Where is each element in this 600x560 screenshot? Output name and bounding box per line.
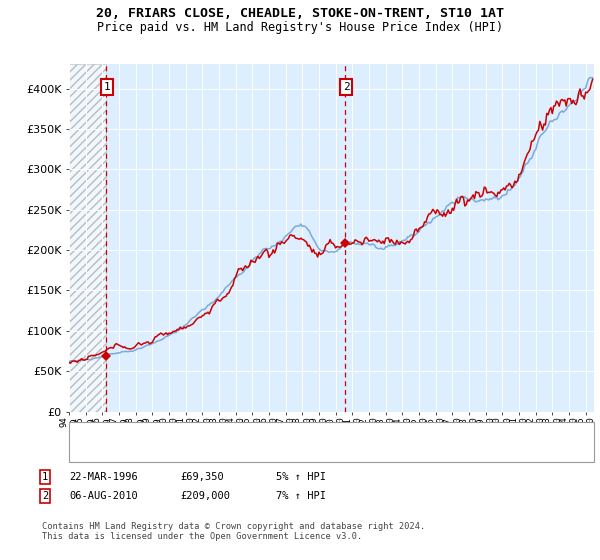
Text: 2: 2 [343, 82, 350, 92]
Text: HPI: Average price, detached house, Staffordshire Moorlands: HPI: Average price, detached house, Staf… [114, 446, 461, 456]
Text: 20, FRIARS CLOSE, CHEADLE, STOKE-ON-TRENT, ST10 1AT (detached house): 20, FRIARS CLOSE, CHEADLE, STOKE-ON-TREN… [114, 430, 514, 440]
Text: 1: 1 [42, 472, 48, 482]
Text: 2: 2 [42, 491, 48, 501]
Text: 20, FRIARS CLOSE, CHEADLE, STOKE-ON-TRENT, ST10 1AT: 20, FRIARS CLOSE, CHEADLE, STOKE-ON-TREN… [96, 7, 504, 20]
Text: 7% ↑ HPI: 7% ↑ HPI [276, 491, 326, 501]
Text: 22-MAR-1996: 22-MAR-1996 [69, 472, 138, 482]
Text: £209,000: £209,000 [180, 491, 230, 501]
Text: 1: 1 [104, 82, 110, 92]
Text: Price paid vs. HM Land Registry's House Price Index (HPI): Price paid vs. HM Land Registry's House … [97, 21, 503, 34]
Text: £69,350: £69,350 [180, 472, 224, 482]
Text: 5% ↑ HPI: 5% ↑ HPI [276, 472, 326, 482]
Text: Contains HM Land Registry data © Crown copyright and database right 2024.
This d: Contains HM Land Registry data © Crown c… [42, 522, 425, 542]
Text: 06-AUG-2010: 06-AUG-2010 [69, 491, 138, 501]
